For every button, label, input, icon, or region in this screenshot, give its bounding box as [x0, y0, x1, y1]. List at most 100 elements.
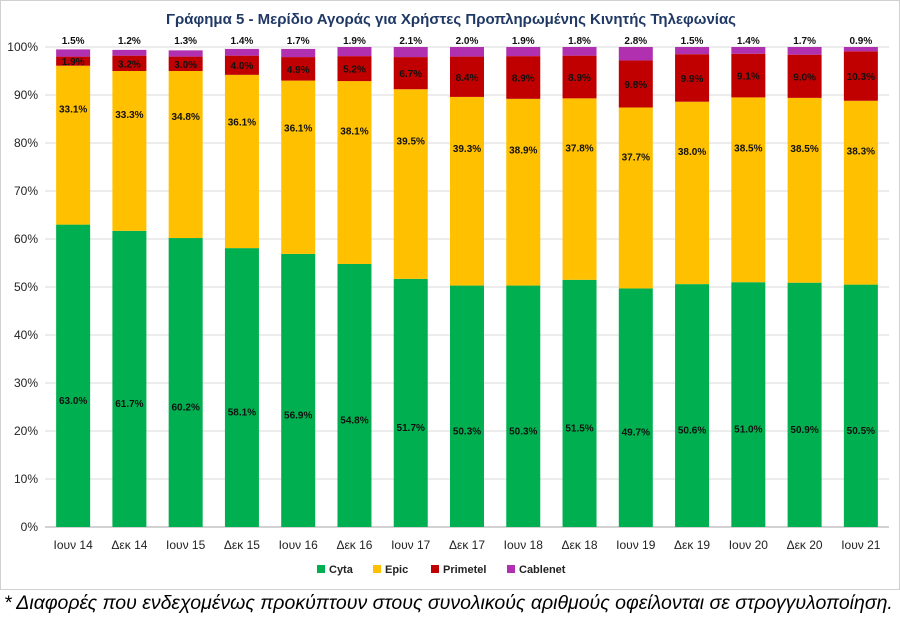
bar-segment-cablenet: [787, 47, 822, 55]
bar-segment-epic: [618, 107, 653, 289]
y-tick-label: 70%: [14, 184, 38, 198]
data-label-cyta: 60.2%: [171, 403, 199, 414]
data-label-primetel: 3.2%: [118, 59, 141, 70]
x-tick-label: Ιουν 18: [504, 538, 544, 552]
data-label-epic: 38.9%: [509, 145, 537, 156]
data-label-primetel: 4.0%: [231, 61, 254, 72]
data-label-epic: 33.1%: [59, 105, 87, 116]
data-label-epic: 34.8%: [171, 112, 199, 123]
bar-segment-cyta: [450, 285, 484, 527]
bar-segment-cablenet: [506, 47, 541, 57]
bar-segment-epic: [56, 65, 91, 225]
y-tick-label: 90%: [14, 88, 38, 102]
y-tick-label: 80%: [14, 136, 38, 150]
bar-segment-epic: [787, 97, 822, 283]
data-label-epic: 38.1%: [340, 126, 368, 137]
bar-segment-cablenet: [112, 49, 147, 56]
bar-segment-cablenet: [281, 48, 316, 58]
data-label-cablenet: 0.9%: [849, 36, 872, 47]
bar-segment-primetel: [281, 57, 316, 81]
data-label-cyta: 51.0%: [734, 425, 762, 436]
bar-segment-epic: [224, 74, 259, 249]
bar-segment-cyta: [281, 253, 316, 527]
data-label-primetel: 10.3%: [847, 72, 875, 83]
market-share-chart: Γράφημα 5 - Μερίδιο Αγοράς για Χρήστες Π…: [7, 11, 889, 576]
data-label-primetel: 9.9%: [681, 74, 704, 85]
bar-segment-epic: [281, 80, 316, 254]
data-label-cyta: 56.9%: [284, 410, 312, 421]
bar-segment-cyta: [168, 238, 203, 528]
bar-segment-cablenet: [224, 48, 259, 56]
bar-segment-cyta: [224, 248, 259, 527]
x-tick-label: Δεκ 18: [562, 538, 598, 552]
chart-frame: Γράφημα 5 - Μερίδιο Αγοράς για Χρήστες Π…: [0, 0, 900, 590]
legend-label-primetel: Primetel: [443, 564, 486, 576]
x-tick-label: Ιουν 19: [616, 538, 656, 552]
data-label-cablenet: 1.9%: [512, 36, 535, 47]
y-tick-label: 10%: [14, 472, 38, 486]
bar-segment-epic: [506, 98, 541, 286]
y-tick-label: 20%: [14, 424, 38, 438]
bar-segment-epic: [337, 81, 372, 264]
data-label-cyta: 50.3%: [453, 426, 481, 437]
bar-segment-cablenet: [843, 47, 878, 52]
data-label-primetel: 9.1%: [737, 72, 760, 83]
bar-segment-cablenet: [675, 47, 710, 55]
data-label-epic: 36.1%: [228, 118, 256, 129]
bar-segment-primetel: [731, 53, 766, 98]
data-label-cyta: 50.6%: [678, 426, 706, 437]
x-tick-label: Ιουν 20: [729, 538, 769, 552]
bar-segment-cyta: [731, 282, 766, 527]
data-label-primetel: 6.7%: [399, 69, 422, 80]
bar-segment-primetel: [393, 57, 428, 90]
legend-swatch-primetel: [431, 565, 439, 573]
data-label-cablenet: 1.9%: [343, 36, 366, 47]
data-label-primetel: 5.2%: [343, 65, 366, 76]
data-label-cablenet: 1.5%: [681, 36, 704, 47]
data-label-epic: 36.1%: [284, 123, 312, 134]
data-label-cyta: 51.7%: [397, 423, 425, 434]
data-label-epic: 38.5%: [734, 143, 762, 154]
footnote: * Διαφορές που ενδεχομένως προκύπτουν στ…: [4, 592, 893, 614]
data-label-cyta: 54.8%: [340, 415, 368, 426]
data-label-epic: 37.8%: [565, 143, 593, 154]
data-label-cablenet: 1.3%: [174, 36, 197, 47]
data-label-primetel: 9.8%: [624, 80, 647, 91]
bar-segment-epic: [450, 96, 484, 286]
bar-segment-cablenet: [731, 47, 766, 54]
bar-segment-cyta: [787, 282, 822, 527]
bar-segment-cyta: [618, 288, 653, 527]
bar-segment-epic: [731, 97, 766, 283]
x-tick-label: Ιουν 15: [166, 538, 206, 552]
x-tick-label: Δεκ 17: [449, 538, 485, 552]
bar-segment-cyta: [843, 284, 878, 527]
data-label-epic: 39.3%: [453, 144, 481, 155]
data-label-cablenet: 1.4%: [737, 36, 760, 47]
data-label-epic: 38.5%: [790, 144, 818, 155]
bar-segment-epic: [168, 71, 203, 239]
bar-segment-cablenet: [618, 47, 653, 61]
bar-segment-primetel: [843, 51, 878, 101]
bar-segment-cablenet: [168, 50, 203, 57]
legend-swatch-cablenet: [507, 565, 515, 573]
bar-segment-cyta: [56, 224, 91, 527]
data-label-cyta: 63.0%: [59, 396, 87, 407]
bar-segment-cablenet: [562, 47, 597, 56]
data-label-cablenet: 1.7%: [793, 36, 816, 47]
data-label-cablenet: 1.5%: [62, 36, 85, 47]
bar-segment-epic: [675, 101, 710, 285]
bar-segment-cablenet: [393, 47, 428, 58]
legend-label-cablenet: Cablenet: [519, 564, 566, 576]
data-label-epic: 39.5%: [397, 136, 425, 147]
data-label-epic: 37.7%: [622, 152, 650, 163]
bar-segment-cablenet: [450, 47, 484, 57]
bar-segment-cablenet: [337, 47, 372, 57]
data-label-primetel: 8.9%: [512, 73, 535, 84]
bar-segment-primetel: [224, 55, 259, 75]
data-label-epic: 38.0%: [678, 147, 706, 158]
data-label-primetel: 9.0%: [793, 72, 816, 83]
data-label-cyta: 61.7%: [115, 399, 143, 410]
y-tick-label: 50%: [14, 280, 38, 294]
data-label-cyta: 49.7%: [622, 428, 650, 439]
data-label-cablenet: 2.8%: [624, 36, 647, 47]
